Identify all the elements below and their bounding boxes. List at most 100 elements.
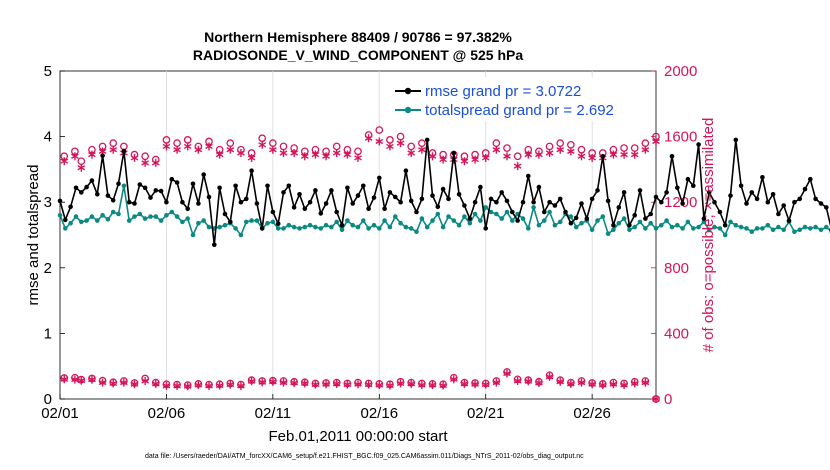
totalspread-point <box>616 220 622 226</box>
totalspread-point <box>579 220 584 226</box>
totalspread-point <box>350 222 356 228</box>
totalspread-point <box>542 218 547 223</box>
totalspread-point <box>717 226 723 231</box>
totalspread-point <box>504 209 510 215</box>
obs-assimilated-marker <box>71 152 79 161</box>
rmse-point <box>792 199 797 205</box>
totalspread-point <box>419 216 425 221</box>
rmse-point <box>169 176 175 182</box>
rmse-point <box>281 190 286 195</box>
rmse-point <box>254 201 260 206</box>
rmse-point <box>659 199 664 205</box>
totalspread-point <box>318 226 324 231</box>
rmse-point <box>813 196 818 202</box>
obs-assimilated-marker <box>205 142 213 151</box>
rmse-point <box>244 196 249 202</box>
totalspread-point <box>424 224 430 230</box>
rmse-point <box>520 199 526 205</box>
obs-assimilated-marker <box>300 379 309 388</box>
rmse-point <box>408 198 414 204</box>
totalspread-point <box>73 214 79 219</box>
obs-assimilated-marker <box>652 395 660 403</box>
obs-assimilated-marker <box>215 150 224 159</box>
obs-assimilated-marker <box>173 145 181 154</box>
rmse-point <box>738 183 744 189</box>
y-tick-label-left: 2 <box>44 260 52 277</box>
rmse-point <box>680 201 685 206</box>
totalspread-point <box>126 218 132 223</box>
obs-assimilated-marker <box>577 152 586 161</box>
totalspread-point <box>238 232 244 238</box>
rmse-point <box>233 183 238 189</box>
rmse-point <box>57 198 63 204</box>
totalspread-point <box>387 224 393 230</box>
rmse-point <box>79 190 84 195</box>
obs-assimilated-marker <box>141 376 149 385</box>
rmse-point <box>467 216 473 221</box>
rmse-point <box>212 242 217 248</box>
obs-assimilated-marker <box>620 150 628 159</box>
totalspread-point <box>142 216 148 221</box>
y-tick-label-left: 3 <box>44 194 52 211</box>
obs-assimilated-marker <box>652 137 660 146</box>
totalspread-point <box>478 218 483 223</box>
totalspread-point <box>552 222 558 228</box>
obs-assimilated-marker <box>247 153 256 162</box>
obs-assimilated-marker <box>343 150 352 159</box>
obs-assimilated-marker <box>609 380 618 389</box>
rmse-point <box>68 204 73 210</box>
rmse-point <box>797 196 802 202</box>
totalspread-point <box>722 232 728 238</box>
obs-assimilated-marker <box>343 380 352 389</box>
rmse-point <box>510 209 515 215</box>
rmse-point <box>414 209 419 215</box>
rmse-point <box>515 218 520 223</box>
rmse-point <box>238 199 244 205</box>
totalspread-point <box>371 222 377 228</box>
obs-assimilated-marker <box>598 381 607 390</box>
rmse-point <box>158 188 164 194</box>
rmse-point <box>653 194 659 200</box>
totalspread-point <box>84 218 89 223</box>
obs-assimilated-marker <box>630 379 639 388</box>
rmse-point <box>403 168 409 173</box>
obs-assimilated-marker <box>215 381 224 390</box>
totalspread-point <box>153 214 159 219</box>
obs-assimilated-marker <box>439 381 447 390</box>
obs-assimilated-marker <box>311 150 320 159</box>
rmse-point <box>696 142 701 147</box>
rmse-point <box>584 216 590 221</box>
totalspread-point <box>643 226 648 231</box>
y-tick-label-left: 0 <box>44 391 52 408</box>
rmse-point <box>483 226 489 231</box>
obs-assimilated-marker <box>535 150 543 159</box>
rmse-point <box>595 188 600 193</box>
rmse-point <box>100 153 105 158</box>
y-tick-label-right: 2000 <box>664 63 697 80</box>
rmse-point <box>355 193 361 198</box>
rmse-point <box>153 188 159 193</box>
totalspread-point <box>520 216 526 221</box>
totalspread-point <box>499 216 505 221</box>
totalspread-point <box>265 220 270 226</box>
rmse-point <box>557 196 563 202</box>
rmse-point <box>786 218 792 223</box>
rmse-point <box>643 216 648 221</box>
rmse-point <box>398 199 403 205</box>
obs-assimilated-marker <box>354 380 362 389</box>
obs-assimilated-marker <box>130 153 139 162</box>
rmse-point <box>89 178 95 183</box>
obs-assimilated-marker <box>226 145 235 154</box>
obs-assimilated-marker <box>428 152 437 161</box>
legend-box <box>392 77 648 121</box>
plot-area <box>59 70 657 400</box>
obs-assimilated-marker <box>375 381 384 390</box>
totalspread-point <box>781 227 786 233</box>
rmse-point <box>329 188 334 193</box>
rmse-point <box>611 222 616 228</box>
totalspread-point <box>813 224 818 230</box>
rmse-point <box>201 172 206 177</box>
left-y-axis: 0 1 2 3 4 5 <box>44 63 65 408</box>
rmse-point <box>105 193 111 198</box>
rmse-point <box>382 206 387 212</box>
